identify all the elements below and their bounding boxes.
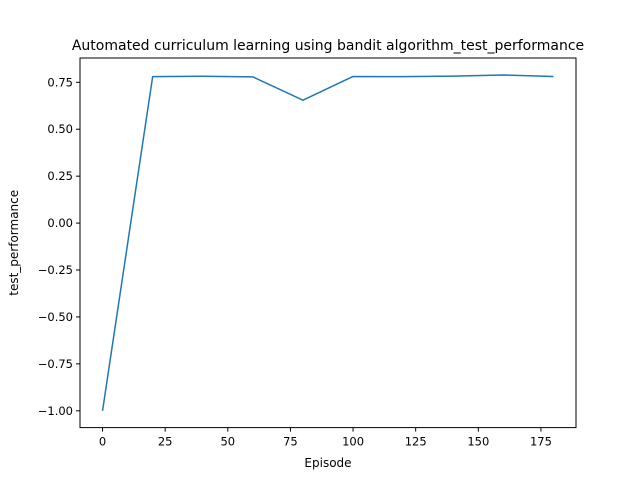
y-tick-label: 0.00 bbox=[47, 216, 73, 230]
y-tick-label: 0.75 bbox=[47, 75, 73, 89]
x-tick-label: 75 bbox=[283, 435, 298, 449]
plot-area bbox=[101, 74, 554, 411]
y-tick-label: −0.25 bbox=[38, 263, 73, 277]
y-tick-label: 0.50 bbox=[47, 122, 73, 136]
y-tick-label: −0.50 bbox=[38, 310, 73, 324]
plot-frame bbox=[79, 57, 577, 429]
y-axis-label: test_performance bbox=[7, 190, 21, 296]
x-tick-label: 150 bbox=[467, 435, 489, 449]
y-tick-label: 0.25 bbox=[47, 169, 73, 183]
x-axis-label: Episode bbox=[304, 456, 351, 470]
y-axis: −1.00 −0.75 −0.50 −0.25 0.00 0.25 0.50 0.75 bbox=[38, 75, 80, 418]
y-tick-label: −0.75 bbox=[38, 357, 73, 371]
x-tick-label: 100 bbox=[342, 435, 364, 449]
x-tick-label: 125 bbox=[405, 435, 427, 449]
chart-title: Automated curriculum learning using band… bbox=[72, 38, 584, 54]
x-tick-label: 50 bbox=[220, 435, 235, 449]
x-tick-label: 0 bbox=[99, 435, 106, 449]
y-tick-label: −1.00 bbox=[38, 404, 73, 418]
x-tick-label: 175 bbox=[530, 435, 552, 449]
x-tick-label: 25 bbox=[158, 435, 173, 449]
series-line bbox=[101, 74, 554, 411]
x-axis: 0 25 50 75 100 125 150 175 bbox=[99, 427, 552, 449]
